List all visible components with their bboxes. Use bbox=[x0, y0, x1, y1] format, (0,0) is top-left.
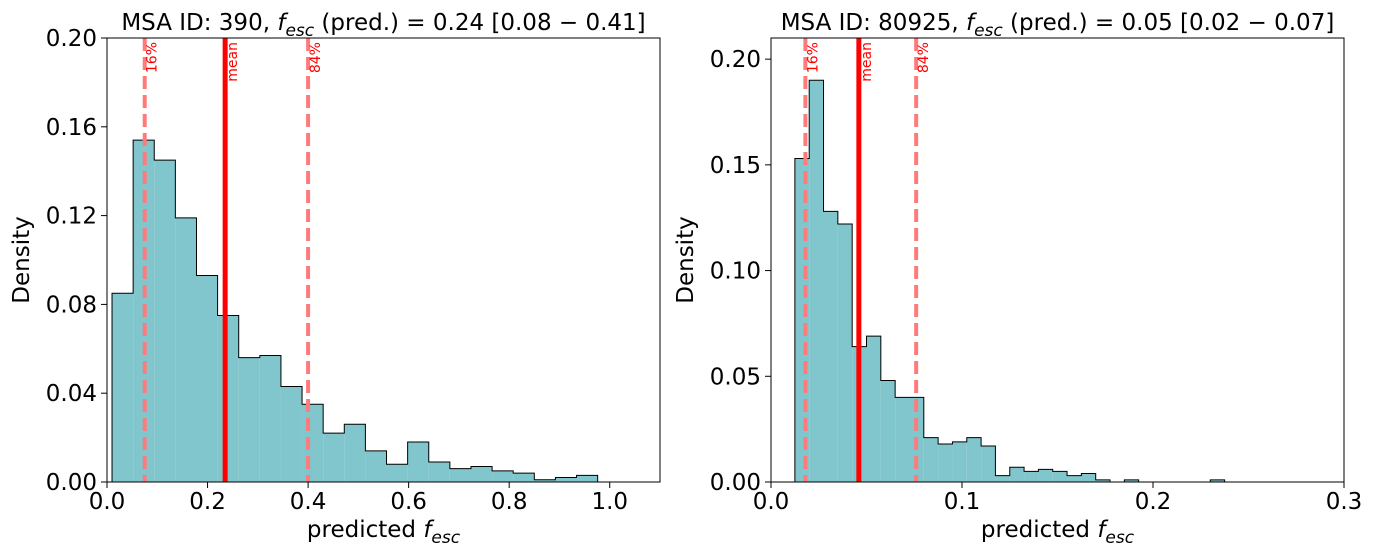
right-axes-frame bbox=[770, 37, 1345, 483]
left-y-tick-label: 0.12 bbox=[46, 204, 97, 230]
left-histogram-bar bbox=[217, 315, 239, 482]
left-mean-line-label: mean bbox=[225, 42, 241, 82]
right-histogram-bar bbox=[880, 380, 896, 482]
left-axes-frame bbox=[106, 37, 661, 483]
left-p84-line-label: 84% bbox=[308, 42, 324, 73]
left-histogram-bar bbox=[555, 477, 577, 482]
right-y-tick-label: 0.00 bbox=[710, 470, 761, 496]
right-y-tick-label: 0.05 bbox=[710, 364, 761, 390]
left-histogram: 16% mean 84% 0.0 0.2 0.4 0.6 0.8 1.0 0.00 0.04 0.08… bbox=[9, 10, 661, 547]
left-histogram-bar bbox=[534, 479, 556, 482]
left-histogram-bar bbox=[259, 355, 281, 482]
right-histogram-bar bbox=[995, 475, 1010, 482]
left-y-axis-label: Density bbox=[9, 216, 35, 303]
right-x-tick-label: 0.3 bbox=[1326, 489, 1363, 515]
right-histogram: 16% mean 84% 0.0 0.1 0.2 0.3 0.00 0.05 0.10 0.15 0.… bbox=[673, 10, 1362, 547]
right-histogram-bar bbox=[981, 446, 996, 482]
left-histogram-bar bbox=[112, 293, 134, 482]
right-histogram-bar bbox=[1081, 473, 1096, 482]
right-mean-line-label: mean bbox=[859, 42, 875, 82]
left-histogram-bar bbox=[386, 464, 408, 482]
right-y-axis-label: Density bbox=[673, 216, 699, 303]
right-histogram-bar bbox=[1038, 469, 1053, 482]
left-histogram-bar bbox=[492, 470, 514, 482]
left-y-tick-label: 0.20 bbox=[46, 26, 97, 52]
right-histogram-bar bbox=[952, 441, 967, 482]
right-y-tick-label: 0.15 bbox=[710, 153, 761, 179]
left-histogram-bar bbox=[365, 450, 387, 482]
right-histogram-bar bbox=[1095, 479, 1111, 482]
left-histogram-bar bbox=[196, 275, 218, 482]
left-y-tick-label: 0.16 bbox=[46, 115, 97, 141]
left-histogram-outline bbox=[111, 139, 599, 482]
left-histogram-bar bbox=[407, 442, 429, 482]
left-histogram-bar bbox=[576, 475, 598, 482]
right-histogram-bar bbox=[966, 437, 982, 482]
left-histogram-bar bbox=[175, 217, 197, 482]
right-histogram-bar bbox=[1009, 467, 1025, 482]
right-histogram-bar bbox=[794, 158, 810, 482]
left-x-axis-label: predicted fesc bbox=[307, 517, 461, 547]
left-y-tick-label: 0.08 bbox=[46, 292, 97, 318]
left-histogram-bar bbox=[344, 424, 366, 482]
right-chart-title: MSA ID: 80925, fesc (pred.) = 0.05 [0.02… bbox=[781, 10, 1335, 41]
right-x-tick-label: 0.2 bbox=[1135, 489, 1172, 515]
left-histogram-bar bbox=[470, 466, 493, 482]
left-x-tick-label: 0.8 bbox=[491, 489, 528, 515]
right-histogram-bar bbox=[1210, 479, 1225, 482]
left-chart-title: MSA ID: 390, fesc (pred.) = 0.24 [0.08 −… bbox=[121, 10, 645, 41]
right-histogram-bar bbox=[923, 437, 939, 482]
left-histogram-bar bbox=[154, 160, 176, 482]
left-y-tick-label: 0.04 bbox=[46, 381, 97, 407]
right-y-tick-label: 0.10 bbox=[710, 259, 761, 285]
left-x-tick-label: 0.4 bbox=[290, 489, 327, 515]
left-histogram-bar bbox=[449, 468, 471, 482]
right-p16-line-label: 16% bbox=[805, 42, 821, 73]
left-x-tick-label: 1.0 bbox=[591, 489, 628, 515]
left-histogram-bar bbox=[238, 357, 260, 482]
right-histogram-bar bbox=[1052, 471, 1068, 482]
left-x-tick-label: 0.2 bbox=[189, 489, 226, 515]
left-histogram-bar bbox=[302, 404, 324, 482]
left-x-tick-label: 0.6 bbox=[390, 489, 427, 515]
left-p16-line-label: 16% bbox=[145, 42, 161, 73]
right-x-tick-label: 0.1 bbox=[944, 489, 981, 515]
left-x-tick-label: 0.0 bbox=[89, 489, 126, 515]
left-histogram-bar bbox=[280, 386, 303, 482]
left-histogram-bar bbox=[323, 433, 345, 482]
left-histogram-bar bbox=[428, 462, 450, 482]
right-histogram-bar bbox=[895, 397, 910, 482]
right-x-tick-label: 0.0 bbox=[753, 489, 790, 515]
right-histogram-bar bbox=[809, 80, 824, 483]
right-histogram-bar bbox=[938, 443, 953, 482]
right-histogram-bar bbox=[866, 336, 881, 482]
left-y-tick-label: 0.00 bbox=[46, 470, 97, 496]
right-histogram-bar bbox=[1124, 479, 1139, 482]
right-p84-line-label: 84% bbox=[916, 42, 932, 73]
right-histogram-bar bbox=[1067, 475, 1082, 482]
right-x-axis-label: predicted fesc bbox=[981, 517, 1135, 547]
left-histogram-bar bbox=[513, 473, 535, 482]
right-histogram-bar bbox=[823, 211, 838, 482]
right-histogram-bar bbox=[837, 224, 853, 483]
right-histogram-bar bbox=[1024, 471, 1039, 482]
right-y-tick-label: 0.20 bbox=[710, 47, 761, 73]
